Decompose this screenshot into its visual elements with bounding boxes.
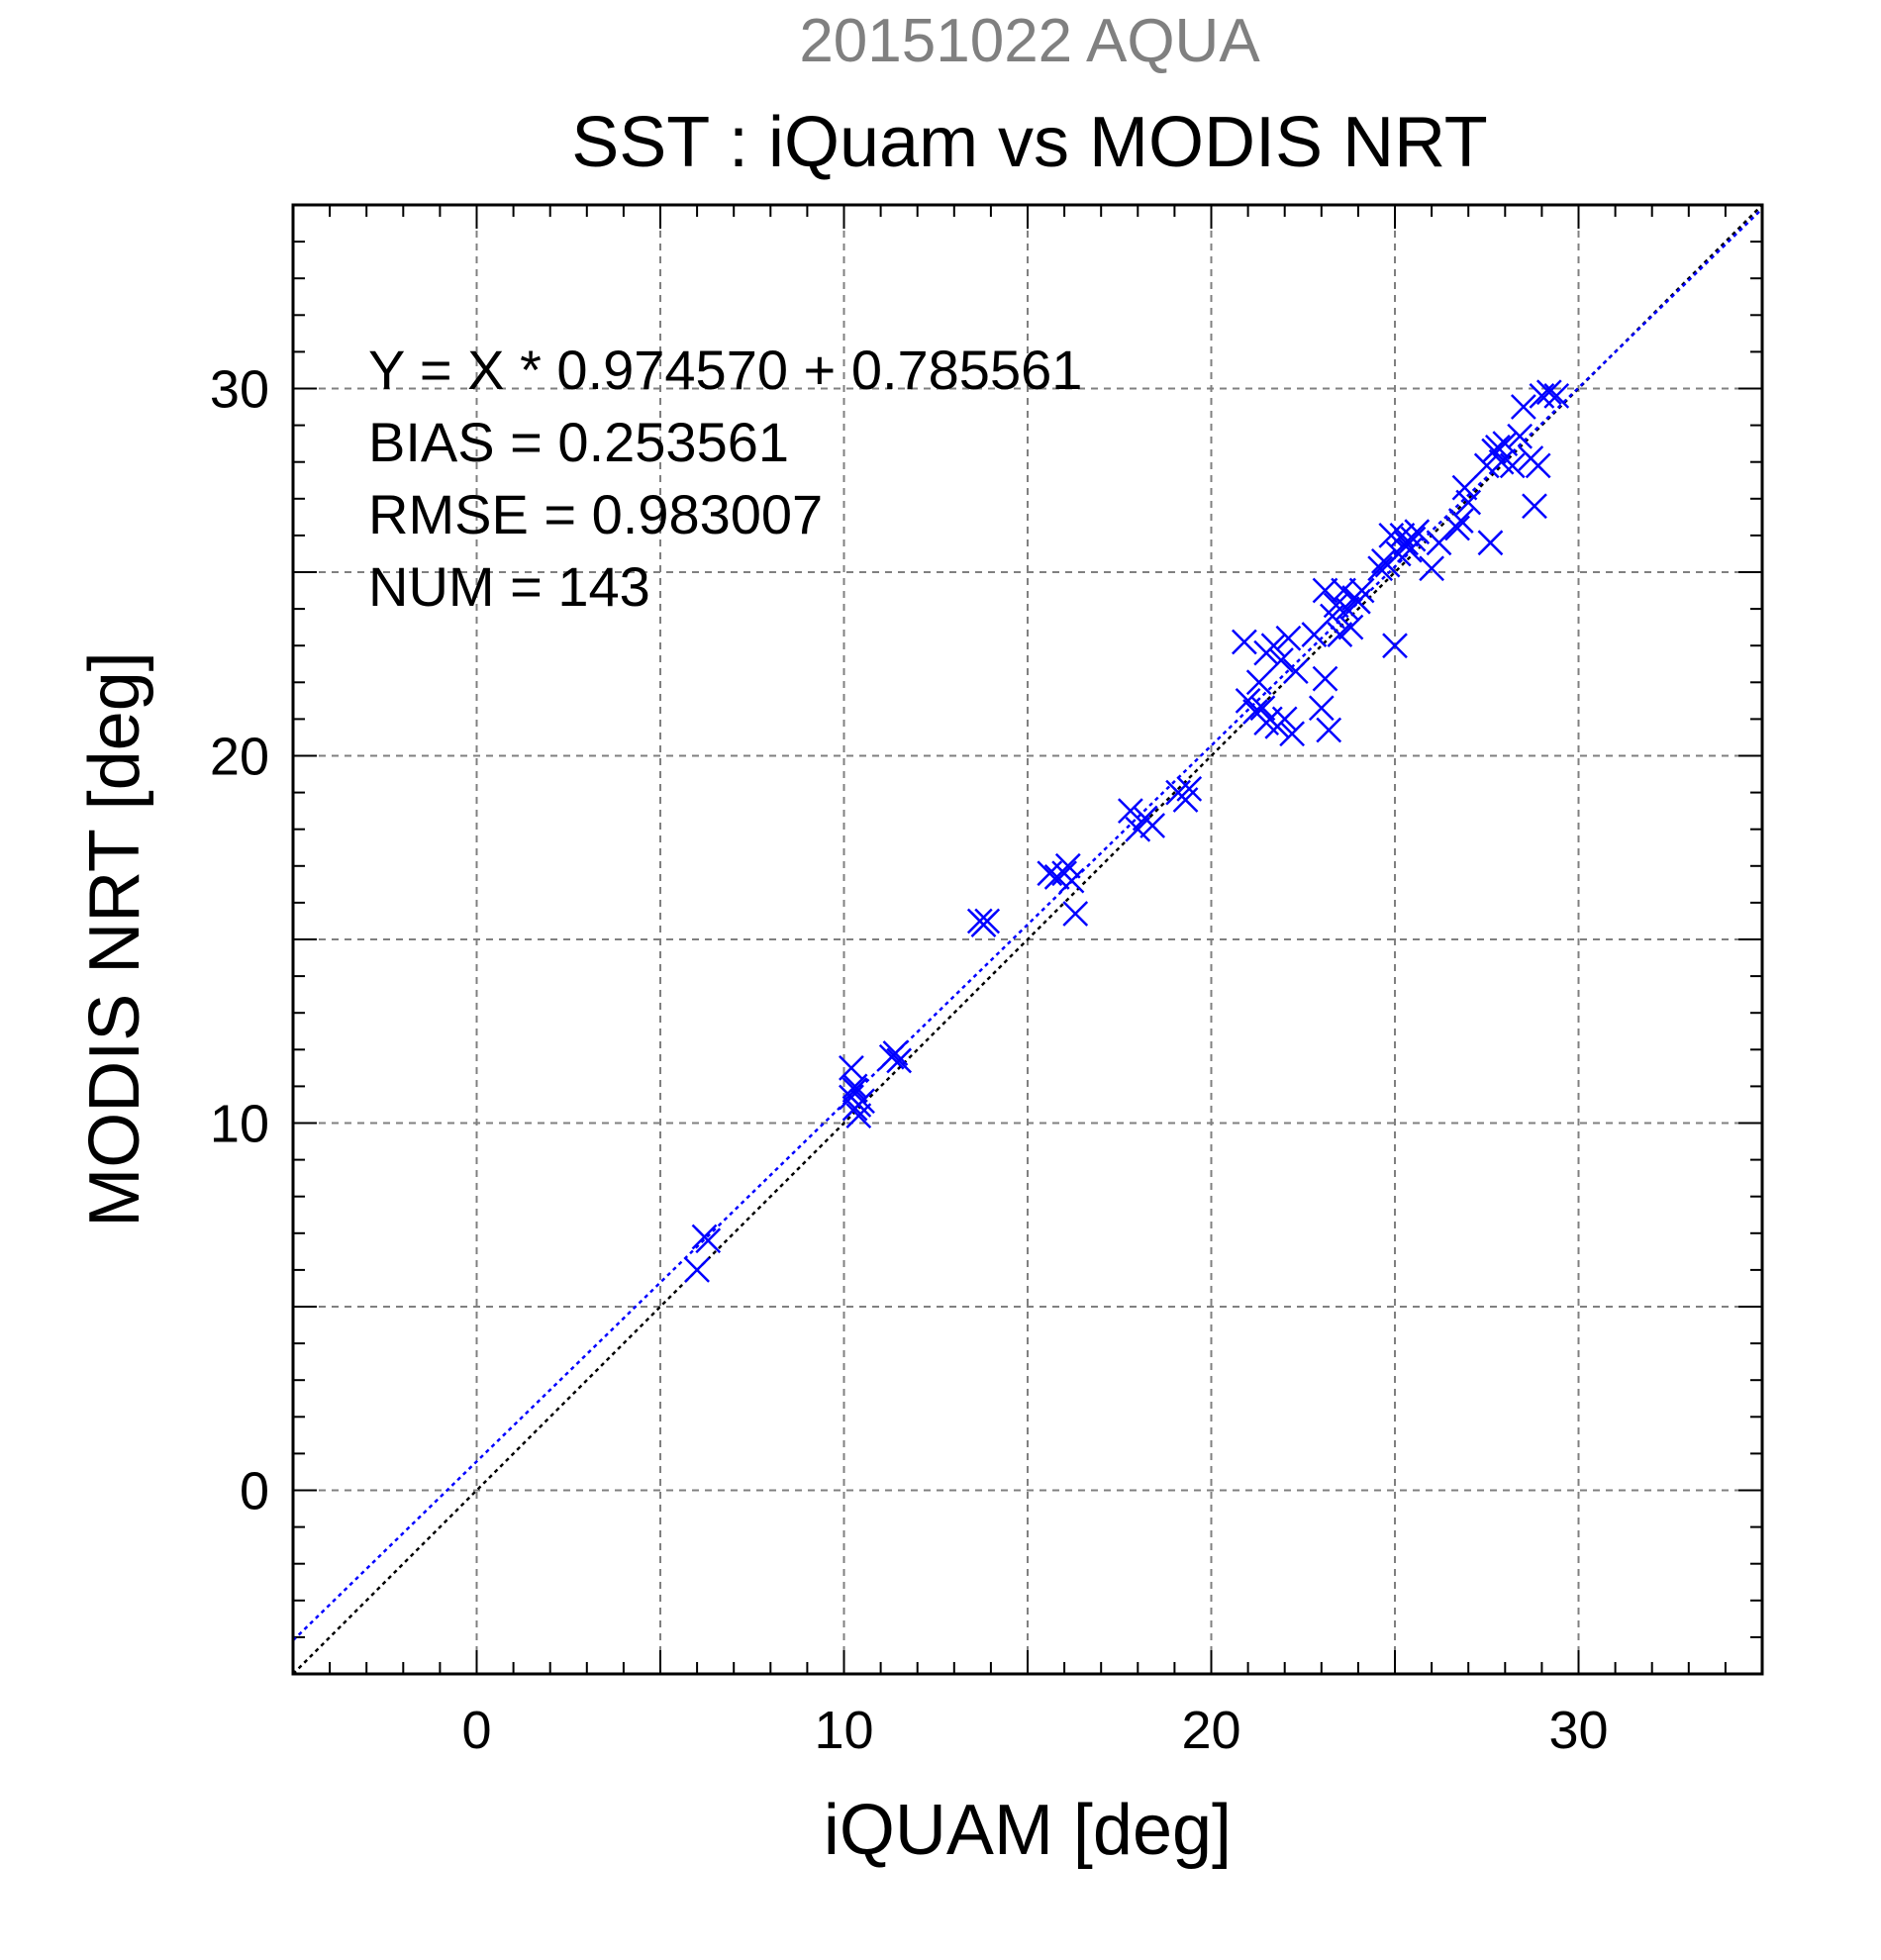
y-tick-label: 20 <box>210 728 269 787</box>
data-point <box>1279 721 1306 747</box>
data-point <box>882 1040 909 1066</box>
data-point <box>1312 577 1338 604</box>
data-point <box>842 1077 868 1103</box>
x-tick-label: 10 <box>814 1701 873 1760</box>
data-point <box>1382 633 1408 659</box>
y-tick-labels: 0 10 20 30 <box>210 360 269 1521</box>
data-point <box>1125 816 1151 842</box>
identity-line <box>292 204 1763 1675</box>
data-point <box>1271 706 1298 733</box>
data-point <box>1477 530 1504 556</box>
data-point <box>1245 669 1272 696</box>
x-tick-label: 30 <box>1548 1701 1608 1760</box>
data-point <box>1058 867 1085 894</box>
regression-line <box>292 207 1763 1642</box>
data-point <box>1426 530 1452 556</box>
data-point <box>1275 625 1302 651</box>
data-point <box>1308 695 1335 722</box>
data-point <box>1249 695 1276 722</box>
major-ticks <box>293 205 1762 1674</box>
data-point <box>1176 776 1203 802</box>
reference-lines <box>292 204 1763 1675</box>
data-point <box>1447 508 1474 534</box>
data-point <box>695 1227 722 1254</box>
data-point <box>1510 394 1536 420</box>
data-point <box>1499 452 1526 479</box>
data-point <box>1419 555 1444 582</box>
data-point <box>1444 515 1470 541</box>
stats-line-rmse: RMSE = 0.983007 <box>368 483 823 545</box>
data-point <box>886 1047 913 1074</box>
data-point <box>1316 717 1342 743</box>
data-point <box>1235 687 1261 714</box>
stats-line-num: NUM = 143 <box>368 555 650 618</box>
data-point <box>1260 633 1287 659</box>
y-axis-label: MODIS NRT [deg] <box>75 651 154 1227</box>
data-point <box>1543 383 1570 409</box>
data-point <box>1484 434 1511 460</box>
data-point <box>974 908 1001 934</box>
data-point <box>1522 493 1547 520</box>
stats-box: Y = X * 0.974570 + 0.785561 BIAS = 0.253… <box>368 339 1082 618</box>
data-point <box>1535 379 1562 406</box>
data-point <box>1117 798 1143 825</box>
stats-line-regression: Y = X * 0.974570 + 0.785561 <box>368 339 1082 401</box>
data-point <box>1327 622 1353 647</box>
data-point <box>1507 423 1534 449</box>
data-point <box>1348 577 1375 604</box>
x-tick-labels: 0 10 20 30 <box>461 1701 1608 1760</box>
data-point <box>845 1103 872 1128</box>
data-point <box>1062 901 1089 927</box>
data-point <box>1139 813 1166 838</box>
grid-lines <box>293 205 1762 1674</box>
data-point <box>1378 523 1405 548</box>
data-point <box>1282 658 1309 685</box>
data-point <box>1054 852 1081 879</box>
data-point <box>1492 431 1519 457</box>
stats-line-bias: BIAS = 0.253561 <box>368 411 789 473</box>
data-point <box>1337 614 1364 640</box>
chart-supertitle: 20151022 AQUA <box>799 7 1260 75</box>
data-points <box>684 379 1570 1283</box>
x-axis-label: iQUAM [deg] <box>824 1791 1232 1870</box>
x-tick-label: 20 <box>1181 1701 1240 1760</box>
data-point <box>1404 519 1431 545</box>
data-point <box>1312 665 1338 692</box>
data-point <box>1268 647 1294 673</box>
y-tick-label: 30 <box>210 360 269 420</box>
data-point <box>1232 629 1257 655</box>
data-point <box>1473 452 1500 479</box>
chart-title: SST : iQuam vs MODIS NRT <box>571 103 1488 182</box>
y-tick-label: 10 <box>210 1095 269 1154</box>
x-tick-label: 0 <box>461 1701 491 1760</box>
data-point <box>845 1092 872 1118</box>
minor-ticks <box>293 205 1762 1674</box>
data-point <box>1367 555 1394 582</box>
data-point <box>1451 474 1478 501</box>
plot-frame <box>291 203 1764 1676</box>
data-point <box>1525 452 1551 479</box>
data-point <box>684 1257 710 1283</box>
data-point <box>1400 526 1427 552</box>
y-tick-label: 0 <box>240 1462 269 1521</box>
data-point <box>1455 489 1482 516</box>
